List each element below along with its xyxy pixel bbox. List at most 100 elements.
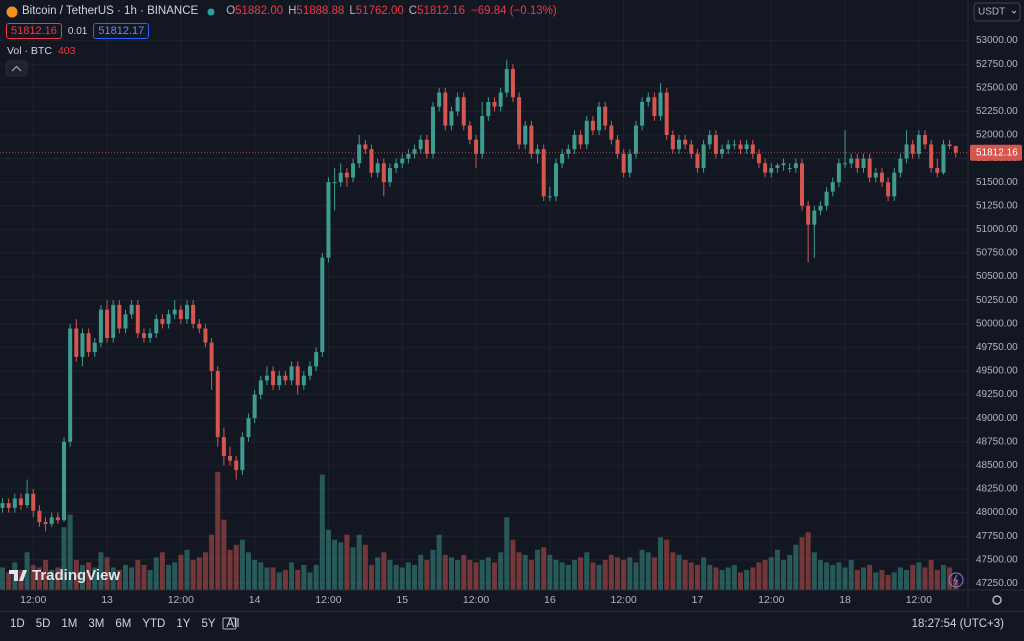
- volume-bar: [713, 567, 719, 590]
- candle-body: [910, 144, 915, 154]
- volume-bar: [350, 547, 356, 590]
- y-tick-label: 51250.00: [976, 200, 1018, 211]
- ohlc-key: L: [349, 5, 356, 17]
- range-button[interactable]: 6M: [115, 618, 132, 630]
- range-button[interactable]: 3M: [88, 618, 105, 630]
- volume-bar: [73, 559, 79, 590]
- range-button[interactable]: 1D: [10, 618, 25, 630]
- y-tick-label: 50500.00: [976, 271, 1018, 282]
- volume-bar: [362, 544, 368, 590]
- volume-bar: [110, 567, 116, 590]
- volume-bar: [49, 569, 55, 590]
- volume-bar: [356, 534, 362, 590]
- volume-bar: [498, 552, 504, 590]
- candle-body: [578, 134, 583, 145]
- range-button[interactable]: YTD: [142, 618, 166, 630]
- x-tick-label: 12:00: [906, 594, 932, 606]
- candle-body: [646, 97, 651, 102]
- volume-bar: [768, 557, 774, 590]
- candle-body: [781, 163, 786, 166]
- candle-body: [492, 101, 497, 107]
- volume-bar: [0, 567, 5, 590]
- candle-body: [953, 146, 958, 153]
- candle-body: [314, 352, 319, 367]
- volume-bar: [338, 542, 344, 590]
- volume-bar: [873, 572, 879, 590]
- candle-body: [566, 149, 571, 154]
- candle-body: [652, 97, 657, 117]
- bid[interactable]: 51812.16: [6, 23, 62, 39]
- candle-body: [806, 205, 811, 225]
- currency-button[interactable]: [973, 2, 1021, 22]
- candle-body: [160, 319, 165, 324]
- candle-body: [720, 149, 725, 154]
- candle-body: [400, 158, 405, 164]
- volume-bar: [707, 564, 713, 590]
- candle-body: [289, 366, 294, 381]
- volume-bar: [535, 549, 541, 590]
- collapse-button[interactable]: [5, 60, 28, 77]
- volume-bar: [762, 559, 768, 590]
- candle-body: [129, 304, 134, 315]
- ask[interactable]: 51812.17: [93, 23, 150, 39]
- candle-body: [843, 163, 848, 165]
- y-tick-label: 52000.00: [976, 130, 1018, 141]
- volume-bar: [590, 562, 596, 590]
- volume-bar: [79, 564, 85, 590]
- currency: USDT: [978, 7, 1005, 18]
- candle-body: [240, 437, 245, 471]
- grid: [0, 0, 968, 590]
- candle-body: [234, 460, 239, 471]
- candle-body: [369, 149, 374, 173]
- volume-bar: [836, 562, 842, 590]
- candle-body: [271, 370, 276, 386]
- range-button[interactable]: 5Y: [201, 618, 216, 630]
- volume-bar: [264, 567, 270, 590]
- volume-bar: [744, 569, 750, 590]
- candle-body: [178, 309, 183, 320]
- volume-bar: [24, 552, 30, 590]
- candle-body: [74, 328, 79, 357]
- x-tick-label: 16: [544, 594, 556, 606]
- date-range-button[interactable]: [222, 617, 237, 630]
- volume-value: 403: [57, 45, 76, 57]
- lightning-button[interactable]: [948, 572, 964, 588]
- candle-body: [744, 144, 749, 150]
- volume-bar: [147, 569, 153, 590]
- candle-body: [590, 120, 595, 131]
- y-tick-label: 52750.00: [976, 59, 1018, 70]
- volume-legend: Vol · BTC 403: [7, 45, 75, 57]
- candle-body: [135, 304, 140, 334]
- candle-body: [498, 92, 503, 107]
- candle-body: [923, 134, 927, 145]
- ohlc-values: O51882.00 H51888.88 L51762.00 C51812.16: [226, 5, 465, 17]
- ohlc-item: O51882.00: [226, 5, 283, 17]
- volume-bar: [270, 567, 276, 590]
- candle-body: [510, 68, 515, 98]
- volume-bar: [455, 559, 461, 590]
- volume-bar: [436, 534, 442, 590]
- volume-bar: [282, 569, 288, 590]
- range-button[interactable]: 1Y: [176, 618, 191, 630]
- candle-body: [775, 165, 780, 169]
- candle-body: [627, 153, 632, 173]
- candle-body: [658, 92, 663, 117]
- settings-button[interactable]: [992, 595, 1002, 605]
- market-status: [207, 8, 215, 16]
- candle-body: [68, 328, 73, 442]
- volume-bar: [867, 564, 873, 590]
- candle-body: [406, 153, 411, 159]
- candle-body: [609, 125, 614, 140]
- range-button[interactable]: All: [226, 618, 240, 630]
- candle-body: [541, 149, 546, 197]
- volume-bar: [504, 517, 510, 590]
- range-button[interactable]: 1M: [61, 618, 78, 630]
- candle-body: [677, 139, 681, 150]
- candle-body: [467, 125, 472, 140]
- range-button[interactable]: 5D: [35, 618, 51, 630]
- volume-bar: [492, 562, 497, 590]
- x-tick-label: 12:00: [463, 594, 489, 606]
- volume-bar: [664, 539, 670, 590]
